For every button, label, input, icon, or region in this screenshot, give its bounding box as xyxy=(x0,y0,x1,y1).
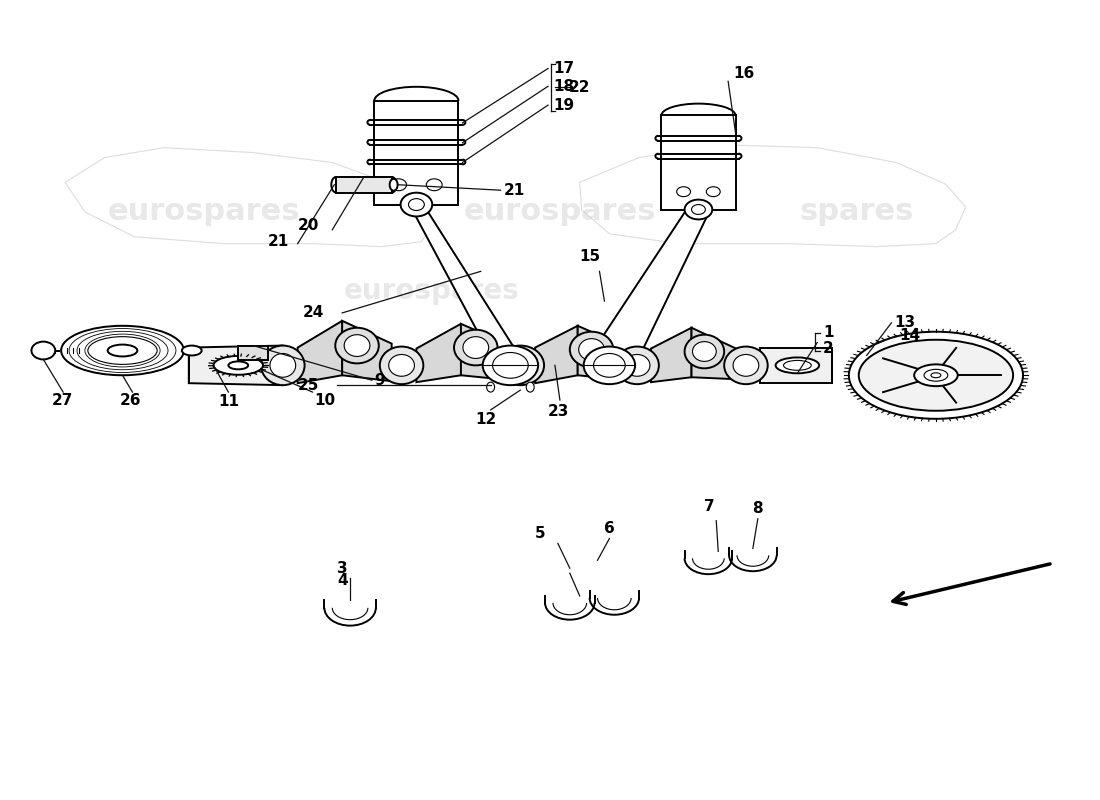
Text: 13: 13 xyxy=(894,315,915,330)
Ellipse shape xyxy=(924,370,948,381)
Text: 5: 5 xyxy=(536,526,546,541)
Text: eurospares: eurospares xyxy=(463,198,656,226)
Ellipse shape xyxy=(692,205,705,214)
Polygon shape xyxy=(584,210,711,366)
Polygon shape xyxy=(692,328,736,379)
Text: 14: 14 xyxy=(900,328,921,343)
Text: 20: 20 xyxy=(298,218,319,234)
Ellipse shape xyxy=(389,179,397,190)
Ellipse shape xyxy=(400,193,432,217)
Ellipse shape xyxy=(336,328,378,363)
Ellipse shape xyxy=(108,345,138,357)
Text: 18: 18 xyxy=(553,79,574,94)
Ellipse shape xyxy=(229,362,249,370)
Text: 23: 23 xyxy=(548,404,570,419)
Ellipse shape xyxy=(32,342,55,359)
Ellipse shape xyxy=(849,332,1023,419)
Polygon shape xyxy=(374,101,459,205)
Polygon shape xyxy=(417,324,461,382)
Ellipse shape xyxy=(506,354,535,378)
Ellipse shape xyxy=(914,364,958,386)
Text: 25: 25 xyxy=(298,378,319,393)
Ellipse shape xyxy=(379,346,424,384)
Ellipse shape xyxy=(693,342,716,362)
Ellipse shape xyxy=(724,346,768,384)
Text: 21: 21 xyxy=(268,234,289,249)
Ellipse shape xyxy=(859,340,1013,410)
Ellipse shape xyxy=(261,346,305,385)
Text: 27: 27 xyxy=(52,393,73,407)
Text: 8: 8 xyxy=(752,502,762,516)
Text: 1: 1 xyxy=(823,326,834,340)
Polygon shape xyxy=(239,346,268,361)
Text: 26: 26 xyxy=(120,393,141,407)
Text: 17: 17 xyxy=(553,61,574,76)
Text: 4: 4 xyxy=(338,573,348,588)
Polygon shape xyxy=(651,328,692,382)
Ellipse shape xyxy=(579,338,604,361)
Text: eurospares: eurospares xyxy=(108,198,300,226)
Ellipse shape xyxy=(62,326,184,375)
Text: 9: 9 xyxy=(374,373,385,388)
Polygon shape xyxy=(409,205,526,366)
Ellipse shape xyxy=(706,186,721,197)
Polygon shape xyxy=(337,177,392,193)
Ellipse shape xyxy=(213,356,263,374)
Ellipse shape xyxy=(486,382,495,392)
Text: 3: 3 xyxy=(338,561,348,576)
Ellipse shape xyxy=(615,346,659,384)
Ellipse shape xyxy=(483,346,538,385)
Ellipse shape xyxy=(594,354,625,378)
Text: 11: 11 xyxy=(219,394,240,410)
Ellipse shape xyxy=(733,354,759,376)
Ellipse shape xyxy=(584,346,635,384)
Text: 2: 2 xyxy=(823,341,834,356)
Text: 10: 10 xyxy=(315,393,336,407)
Text: 22: 22 xyxy=(569,80,591,94)
Text: 19: 19 xyxy=(553,98,574,113)
Text: 21: 21 xyxy=(504,182,525,198)
Ellipse shape xyxy=(783,361,811,370)
Polygon shape xyxy=(298,321,342,383)
Text: eurospares: eurospares xyxy=(343,277,519,305)
Polygon shape xyxy=(536,326,578,383)
Ellipse shape xyxy=(270,354,296,378)
Ellipse shape xyxy=(684,334,724,368)
Ellipse shape xyxy=(427,179,442,190)
Ellipse shape xyxy=(493,353,528,378)
Ellipse shape xyxy=(931,373,940,378)
Ellipse shape xyxy=(624,354,650,376)
Polygon shape xyxy=(760,347,832,383)
Text: 24: 24 xyxy=(302,306,324,321)
Ellipse shape xyxy=(388,354,415,376)
Text: 6: 6 xyxy=(604,521,615,536)
Ellipse shape xyxy=(390,179,407,190)
Polygon shape xyxy=(189,346,283,385)
Ellipse shape xyxy=(776,358,820,374)
Ellipse shape xyxy=(684,200,713,219)
Polygon shape xyxy=(342,321,392,381)
Ellipse shape xyxy=(463,337,488,358)
Ellipse shape xyxy=(408,198,425,210)
Ellipse shape xyxy=(526,382,535,392)
Ellipse shape xyxy=(676,186,691,197)
Text: spares: spares xyxy=(800,198,914,226)
Polygon shape xyxy=(661,115,736,210)
Text: 7: 7 xyxy=(704,499,715,514)
Ellipse shape xyxy=(182,346,201,355)
Polygon shape xyxy=(461,324,510,380)
Polygon shape xyxy=(578,326,627,380)
Ellipse shape xyxy=(496,346,544,385)
Text: 15: 15 xyxy=(580,249,601,264)
Ellipse shape xyxy=(454,330,497,366)
Ellipse shape xyxy=(570,332,614,367)
Text: 12: 12 xyxy=(476,412,497,427)
Text: 16: 16 xyxy=(733,66,755,81)
Ellipse shape xyxy=(344,334,370,357)
